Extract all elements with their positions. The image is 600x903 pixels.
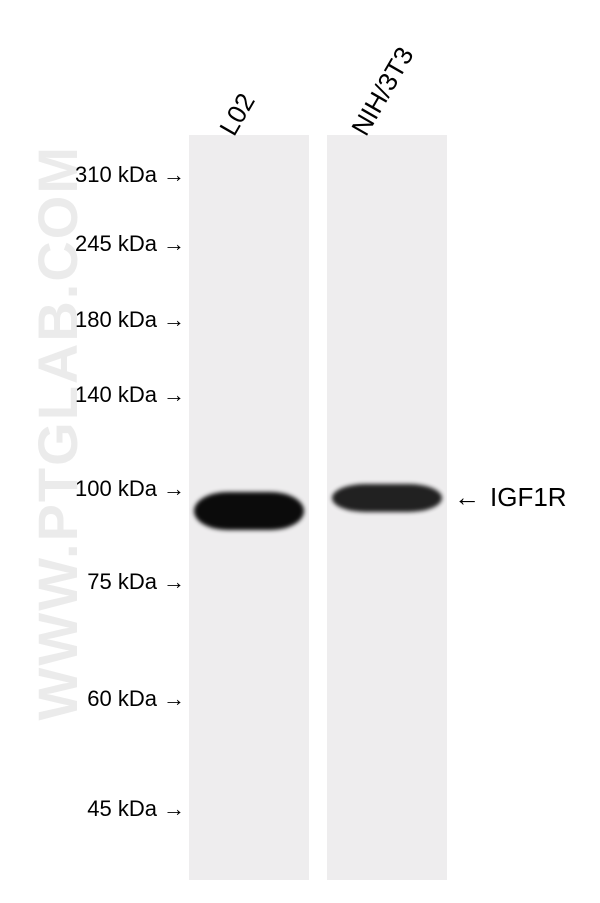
mw-marker-label: 140 kDa bbox=[75, 382, 157, 408]
mw-marker: 100 kDa→ bbox=[75, 476, 185, 502]
arrow-right-icon: → bbox=[163, 476, 185, 502]
target-protein-label: ← IGF1R bbox=[454, 482, 567, 513]
mw-marker-label: 60 kDa bbox=[87, 686, 157, 712]
mw-marker: 75 kDa→ bbox=[87, 569, 185, 595]
arrow-right-icon: → bbox=[163, 569, 185, 595]
mw-marker-label: 180 kDa bbox=[75, 307, 157, 333]
mw-marker-label: 100 kDa bbox=[75, 476, 157, 502]
arrow-left-icon: ← bbox=[454, 482, 480, 513]
mw-marker: 60 kDa→ bbox=[87, 686, 185, 712]
arrow-right-icon: → bbox=[163, 231, 185, 257]
mw-marker: 140 kDa→ bbox=[75, 382, 185, 408]
lane-inner bbox=[190, 136, 308, 879]
western-blot-figure: WWW.PTGLAB.COM L02 NIH/3T3 310 kDa→ 245 … bbox=[0, 0, 600, 903]
mw-marker-label: 245 kDa bbox=[75, 231, 157, 257]
arrow-right-icon: → bbox=[163, 307, 185, 333]
mw-marker-label: 45 kDa bbox=[87, 796, 157, 822]
target-protein-name: IGF1R bbox=[490, 482, 567, 513]
arrow-right-icon: → bbox=[163, 162, 185, 188]
mw-marker: 245 kDa→ bbox=[75, 231, 185, 257]
mw-marker: 45 kDa→ bbox=[87, 796, 185, 822]
mw-marker-label: 75 kDa bbox=[87, 569, 157, 595]
blot-band bbox=[194, 492, 305, 530]
lane-label-l02: L02 bbox=[213, 88, 262, 141]
lane-label-nih3t3: NIH/3T3 bbox=[345, 42, 420, 141]
blot-lane-nih3t3 bbox=[327, 135, 447, 880]
arrow-right-icon: → bbox=[163, 686, 185, 712]
arrow-right-icon: → bbox=[163, 796, 185, 822]
arrow-right-icon: → bbox=[163, 382, 185, 408]
mw-marker: 310 kDa→ bbox=[75, 162, 185, 188]
mw-marker: 180 kDa→ bbox=[75, 307, 185, 333]
blot-band bbox=[332, 484, 443, 512]
blot-lane-l02 bbox=[189, 135, 309, 880]
mw-marker-label: 310 kDa bbox=[75, 162, 157, 188]
lane-inner bbox=[328, 136, 446, 879]
